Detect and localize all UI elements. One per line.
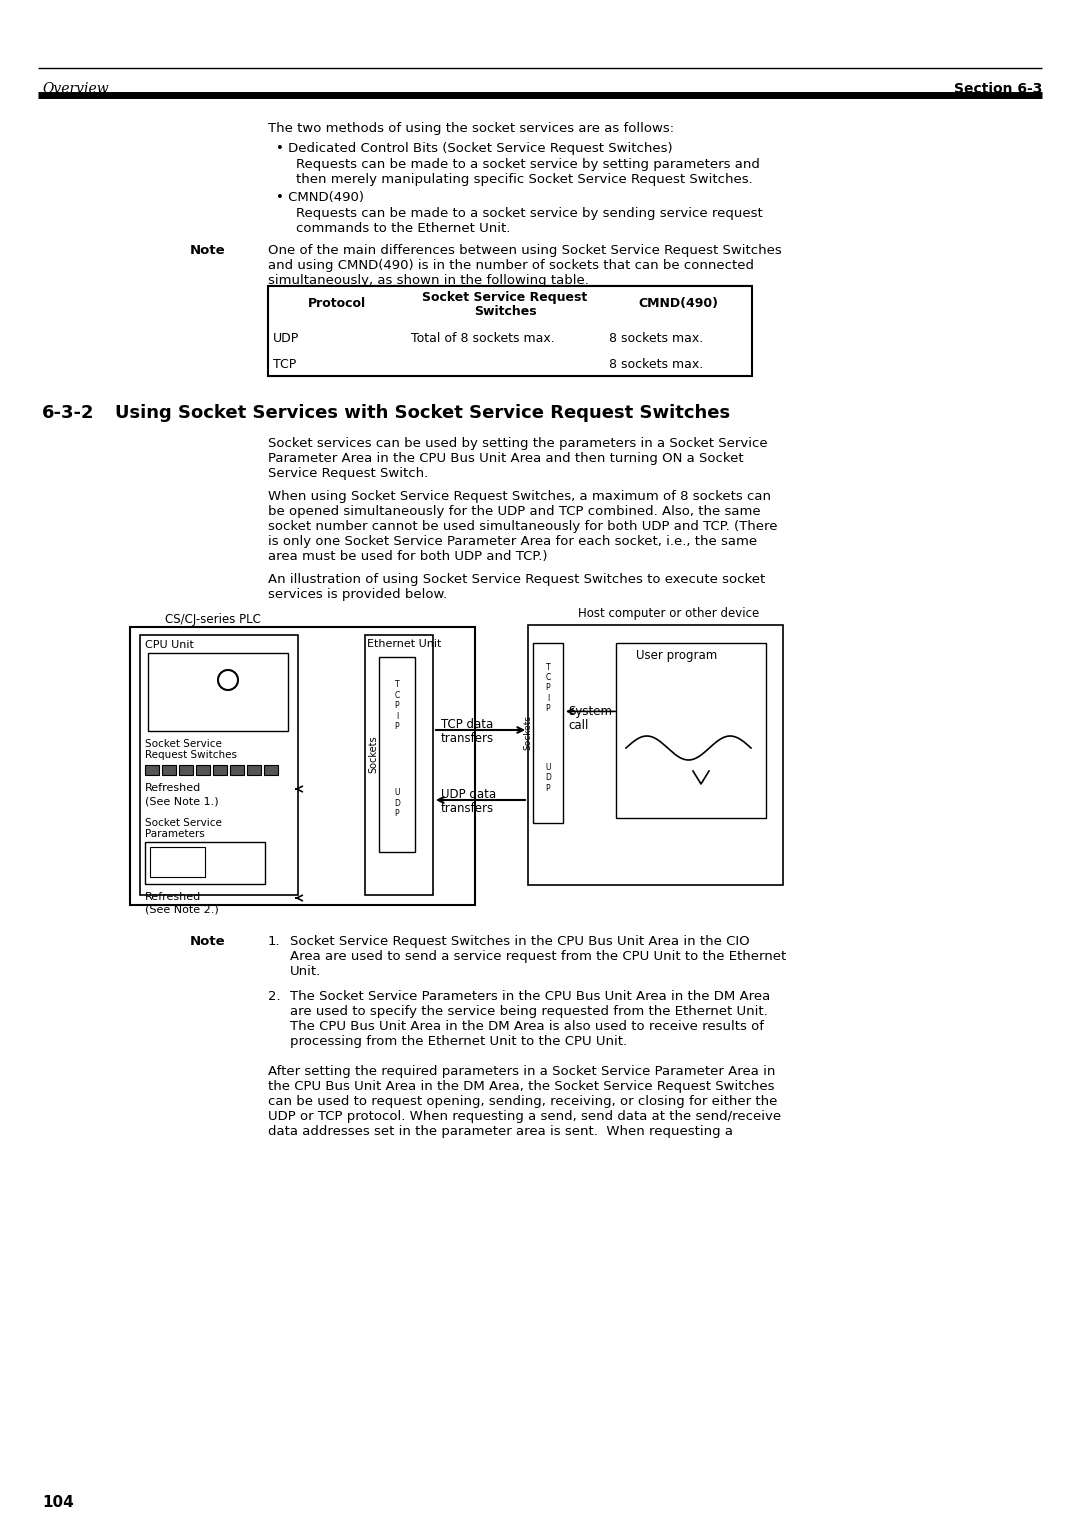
Text: When using Socket Service Request Switches, a maximum of 8 sockets can: When using Socket Service Request Switch…: [268, 490, 771, 503]
Bar: [140, 636, 298, 895]
Text: 2.: 2.: [268, 990, 281, 1002]
Text: After setting the required parameters in a Socket Service Parameter Area in: After setting the required parameters in…: [268, 1065, 775, 1077]
Text: Overview: Overview: [42, 83, 109, 96]
Bar: [365, 636, 433, 895]
Text: simultaneously, as shown in the following table.: simultaneously, as shown in the followin…: [268, 274, 589, 287]
Text: Host computer or other device: Host computer or other device: [578, 607, 759, 620]
Text: CMND(490): CMND(490): [638, 296, 718, 310]
Text: services is provided below.: services is provided below.: [268, 588, 447, 601]
Text: Socket services can be used by setting the parameters in a Socket Service: Socket services can be used by setting t…: [268, 437, 768, 451]
Text: Area are used to send a service request from the CPU Unit to the Ethernet: Area are used to send a service request …: [291, 950, 786, 963]
Text: UDP or TCP protocol. When requesting a send, send data at the send/receive: UDP or TCP protocol. When requesting a s…: [268, 1109, 781, 1123]
Text: User program: User program: [636, 649, 717, 662]
Text: Socket Service Request Switches in the CPU Bus Unit Area in the CIO: Socket Service Request Switches in the C…: [291, 935, 750, 947]
Text: U
D
P: U D P: [545, 762, 551, 793]
Text: (See Note 2.): (See Note 2.): [145, 905, 219, 915]
Text: Protocol: Protocol: [308, 296, 366, 310]
Text: CS/CJ-series PLC: CS/CJ-series PLC: [165, 613, 261, 626]
Bar: [616, 643, 766, 817]
Text: TCP data: TCP data: [441, 718, 494, 730]
Bar: [162, 766, 176, 775]
Text: 6-3-2: 6-3-2: [42, 403, 95, 422]
Text: • Dedicated Control Bits (Socket Service Request Switches): • Dedicated Control Bits (Socket Service…: [276, 142, 673, 154]
Text: (See Note 1.): (See Note 1.): [145, 796, 218, 805]
Text: Refreshed: Refreshed: [145, 782, 201, 793]
Text: area must be used for both UDP and TCP.): area must be used for both UDP and TCP.): [268, 550, 548, 562]
Text: Ethernet Unit: Ethernet Unit: [367, 639, 442, 649]
Text: Requests can be made to a socket service by setting parameters and: Requests can be made to a socket service…: [296, 157, 760, 171]
Bar: [148, 652, 288, 730]
Text: Note: Note: [190, 935, 226, 947]
Bar: [145, 766, 159, 775]
Text: T
C
P
I
P: T C P I P: [394, 680, 400, 730]
Text: transfers: transfers: [441, 802, 495, 814]
Text: Request Switches: Request Switches: [145, 750, 237, 759]
Text: socket number cannot be used simultaneously for both UDP and TCP. (There: socket number cannot be used simultaneou…: [268, 520, 778, 533]
Text: The two methods of using the socket services are as follows:: The two methods of using the socket serv…: [268, 122, 674, 134]
Bar: [264, 766, 278, 775]
Text: U
D
P: U D P: [394, 788, 400, 817]
Text: 8 sockets max.: 8 sockets max.: [609, 332, 703, 345]
Text: processing from the Ethernet Unit to the CPU Unit.: processing from the Ethernet Unit to the…: [291, 1034, 627, 1048]
Text: Refreshed: Refreshed: [145, 892, 201, 902]
Bar: [230, 766, 244, 775]
Bar: [534, 643, 563, 824]
Text: Requests can be made to a socket service by sending service request: Requests can be made to a socket service…: [296, 206, 762, 220]
Text: Total of 8 sockets max.: Total of 8 sockets max.: [411, 332, 555, 345]
Text: transfers: transfers: [441, 732, 495, 746]
Text: The CPU Bus Unit Area in the DM Area is also used to receive results of: The CPU Bus Unit Area in the DM Area is …: [291, 1021, 764, 1033]
Text: System: System: [568, 706, 612, 718]
Text: Socket Service Request: Socket Service Request: [422, 290, 588, 304]
Text: The Socket Service Parameters in the CPU Bus Unit Area in the DM Area: The Socket Service Parameters in the CPU…: [291, 990, 770, 1002]
Text: are used to specify the service being requested from the Ethernet Unit.: are used to specify the service being re…: [291, 1005, 768, 1018]
Bar: [247, 766, 261, 775]
Text: Sockets: Sockets: [368, 735, 378, 773]
Text: Section 6-3: Section 6-3: [954, 83, 1042, 96]
Text: Socket Service: Socket Service: [145, 817, 221, 828]
Text: Note: Note: [190, 244, 226, 257]
Text: TCP: TCP: [273, 358, 296, 371]
Text: • CMND(490): • CMND(490): [276, 191, 364, 205]
Text: UDP: UDP: [273, 332, 299, 345]
Text: Service Request Switch.: Service Request Switch.: [268, 468, 429, 480]
Text: the CPU Bus Unit Area in the DM Area, the Socket Service Request Switches: the CPU Bus Unit Area in the DM Area, th…: [268, 1080, 774, 1093]
Text: Parameter Area in the CPU Bus Unit Area and then turning ON a Socket: Parameter Area in the CPU Bus Unit Area …: [268, 452, 744, 465]
Text: Unit.: Unit.: [291, 966, 321, 978]
Text: commands to the Ethernet Unit.: commands to the Ethernet Unit.: [296, 222, 511, 235]
Bar: [268, 286, 752, 376]
Text: 1.: 1.: [268, 935, 281, 947]
Text: be opened simultaneously for the UDP and TCP combined. Also, the same: be opened simultaneously for the UDP and…: [268, 504, 760, 518]
Text: CPU Unit: CPU Unit: [145, 640, 194, 649]
Bar: [150, 847, 205, 877]
Bar: [145, 842, 265, 885]
Text: and using CMND(490) is in the number of sockets that can be connected: and using CMND(490) is in the number of …: [268, 260, 754, 272]
Text: call: call: [568, 720, 589, 732]
Text: then merely manipulating specific Socket Service Request Switches.: then merely manipulating specific Socket…: [296, 173, 753, 186]
Text: Using Socket Services with Socket Service Request Switches: Using Socket Services with Socket Servic…: [114, 403, 730, 422]
Text: Parameters: Parameters: [145, 830, 205, 839]
Text: Socket Service: Socket Service: [145, 740, 221, 749]
Bar: [195, 766, 210, 775]
Text: 104: 104: [42, 1494, 73, 1510]
Text: Sockets: Sockets: [524, 715, 532, 750]
Bar: [213, 766, 227, 775]
Text: data addresses set in the parameter area is sent.  When requesting a: data addresses set in the parameter area…: [268, 1125, 733, 1138]
Text: UDP data: UDP data: [441, 788, 496, 801]
Text: An illustration of using Socket Service Request Switches to execute socket: An illustration of using Socket Service …: [268, 573, 766, 587]
Text: can be used to request opening, sending, receiving, or closing for either the: can be used to request opening, sending,…: [268, 1096, 778, 1108]
Text: One of the main differences between using Socket Service Request Switches: One of the main differences between usin…: [268, 244, 782, 257]
Text: 8 sockets max.: 8 sockets max.: [609, 358, 703, 371]
Text: T
C
P
I
P: T C P I P: [545, 663, 551, 714]
Bar: [379, 657, 415, 853]
Bar: [528, 625, 783, 885]
Text: Switches: Switches: [474, 306, 537, 318]
Bar: [179, 766, 193, 775]
Text: is only one Socket Service Parameter Area for each socket, i.e., the same: is only one Socket Service Parameter Are…: [268, 535, 757, 549]
Bar: [130, 626, 475, 905]
